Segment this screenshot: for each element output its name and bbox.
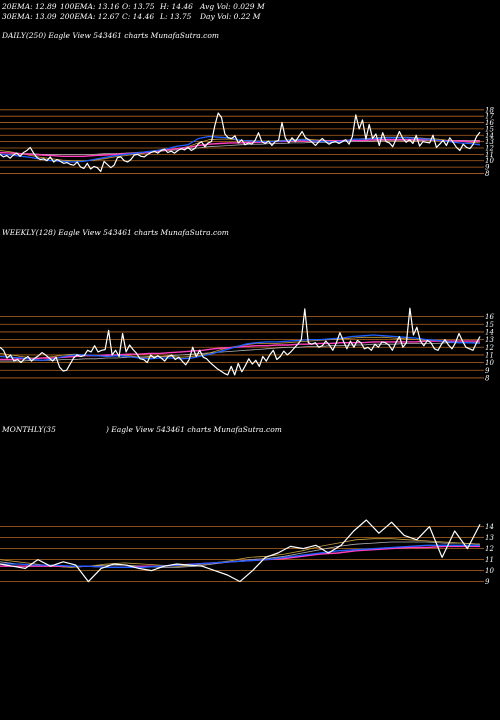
daily-price-line	[0, 112, 481, 173]
monthly-ytick-label: 14	[485, 523, 494, 531]
weekly-ytick-label: 13	[485, 336, 494, 344]
daily-ytick-label: 17	[485, 113, 494, 121]
weekly-ytick-label: 11	[485, 351, 494, 359]
header-ema100: 100EMA: 13.16	[60, 2, 120, 11]
daily-ytick-label: 15	[485, 125, 494, 133]
monthly-ytick-label: 13	[485, 534, 494, 542]
weekly-chart-title: WEEKLY(128) Eagle View 543461 charts Mun…	[2, 228, 229, 237]
header-day-vol: Day Vol: 0.22 M	[200, 12, 261, 21]
daily-ytick-label: 9	[485, 164, 490, 172]
weekly-ytick-label: 15	[485, 321, 494, 329]
monthly-chart: 9 10 11 12 13 14	[0, 519, 494, 586]
daily-chart-title: DAILY(250) Eagle View 543461 charts Muna…	[2, 31, 219, 40]
daily-ytick-label: 18	[485, 106, 494, 114]
daily-ytick-label: 13	[485, 138, 494, 146]
daily-ema-mid-line	[0, 138, 481, 158]
header-ema30: 30EMA: 13.09	[2, 12, 57, 21]
weekly-ytick-label: 10	[485, 359, 494, 367]
weekly-ytick-label: 16	[485, 313, 494, 321]
header-avg-vol: Avg Vol: 0.029 M	[200, 2, 265, 11]
monthly-chart-title-right: ) Eagle View 543461 charts MunafaSutra.c…	[106, 425, 282, 434]
daily-ytick-label: 16	[485, 119, 494, 127]
monthly-price-line	[0, 519, 481, 583]
weekly-ytick-label: 9	[485, 367, 490, 375]
daily-ytick-label: 10	[485, 157, 494, 165]
header-ema200: 200EMA: 12.67	[60, 12, 120, 21]
header-ema20: 20EMA: 12.89	[2, 2, 57, 11]
header-close: C: 14.46	[122, 12, 155, 21]
weekly-ytick-label: 12	[485, 344, 494, 352]
weekly-ema-long-line	[0, 342, 480, 362]
daily-ytick-label: 11	[485, 151, 494, 159]
weekly-ytick-label: 14	[485, 328, 494, 336]
monthly-ema-gold-line	[0, 538, 481, 568]
monthly-ytick-label: 9	[485, 578, 490, 586]
daily-ytick-label: 14	[485, 132, 494, 140]
daily-ytick-label: 12	[485, 145, 494, 153]
header-high: H: 14.46	[160, 2, 193, 11]
monthly-ytick-label: 11	[485, 556, 494, 564]
monthly-ytick-label: 12	[485, 545, 494, 553]
monthly-chart-title-left: MONTHLY(35	[2, 425, 56, 434]
monthly-ytick-label: 10	[485, 567, 494, 575]
header-open: O: 13.75	[122, 2, 155, 11]
weekly-ytick-label: 8	[485, 374, 490, 382]
weekly-price-line	[0, 307, 481, 376]
header-low: L: 13.75	[160, 12, 192, 21]
daily-ytick-label: 8	[485, 170, 490, 178]
monthly-ema-short-line	[0, 544, 480, 568]
daily-ema-long-line	[0, 139, 480, 155]
daily-ema-short-line	[0, 135, 481, 163]
